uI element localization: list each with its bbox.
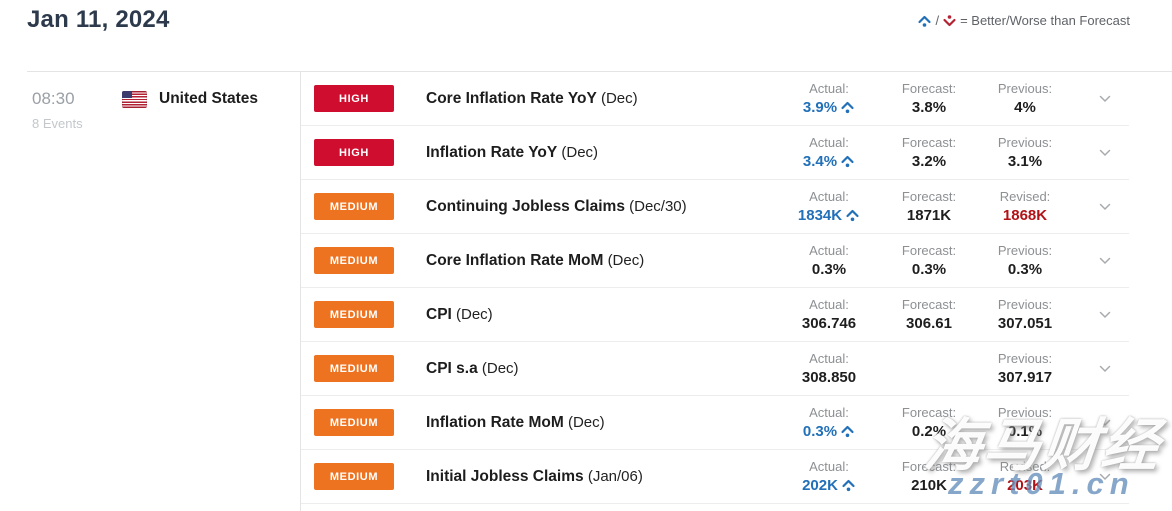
event-period: (Dec) [481,359,519,377]
event-row[interactable]: HIGH Core Inflation Rate YoY (Dec) Actua… [301,72,1129,126]
importance-badge: HIGH [314,139,394,166]
event-name[interactable]: CPI s.a (Dec) [426,360,783,378]
time-block: 08:30 8 Events [32,89,122,131]
importance-badge: MEDIUM [314,301,394,328]
importance-badge: MEDIUM [314,355,394,382]
actual-cell: Actual: 306.746 [801,297,857,332]
legend: / = Better/Worse than Forecast [917,13,1130,28]
event-name[interactable]: Core Inflation Rate YoY (Dec) [426,90,783,108]
event-title: Continuing Jobless Claims [426,197,625,215]
event-title: Inflation Rate YoY [426,143,558,161]
event-period: (Dec) [600,89,638,107]
actual-cell: Actual: 0.3% [783,405,875,440]
event-period: (Dec) [456,305,493,323]
event-period: (Dec) [607,251,645,269]
events-count: 8 Events [32,116,83,131]
chevron-down-icon[interactable] [1099,203,1111,211]
event-rows: HIGH Core Inflation Rate YoY (Dec) Actua… [301,72,1129,511]
forecast-cell [883,367,975,370]
importance-badge: MEDIUM [314,409,394,436]
chevron-down-icon[interactable] [1099,149,1111,157]
actual-cell: Actual: 308.850 [801,351,857,386]
previous-cell: Previous: 3.1% [997,135,1053,170]
better-than-forecast-icon [841,425,854,438]
event-name[interactable]: Inflation Rate MoM (Dec) [426,414,783,432]
forecast-cell: Forecast: 1871K [901,189,957,224]
event-name[interactable]: Initial Jobless Claims (Jan/06) [426,468,783,486]
event-title: CPI s.a [426,359,478,377]
actual-cell: Actual: 0.3% [809,243,849,278]
event-title: Core Inflation Rate YoY [426,89,597,107]
better-than-forecast-icon [846,209,859,222]
event-period: (Dec/30) [629,197,687,215]
forecast-cell: Forecast: 210K [901,459,957,494]
importance-badge: MEDIUM [314,193,394,220]
event-name[interactable]: Core Inflation Rate MoM (Dec) [426,252,783,270]
forecast-cell: Forecast: 306.61 [901,297,957,332]
previous-cell: Revised: 1868K [999,189,1051,224]
economic-calendar: 08:30 8 Events United States HIGH Core I… [27,71,1172,511]
previous-cell: Previous: 307.917 [997,351,1053,386]
event-row[interactable]: MEDIUM Continuing Jobless Claims (Dec/30… [301,180,1129,234]
event-name[interactable]: Inflation Rate YoY (Dec) [426,144,783,162]
event-time: 08:30 [32,89,75,108]
actual-cell: Actual: 3.4% [783,135,875,170]
legend-separator: / [935,13,940,28]
actual-cell: Actual: 3.9% [783,81,875,116]
page-title: Jan 11, 2024 [27,6,170,33]
previous-cell: Previous: 307.051 [997,297,1053,332]
chevron-down-icon[interactable] [1099,419,1111,427]
better-than-forecast-icon [841,101,854,114]
importance-badge: HIGH [314,85,394,112]
better-than-forecast-icon [918,15,932,27]
forecast-cell: Forecast: 3.8% [901,81,957,116]
legend-text: = Better/Worse than Forecast [960,13,1130,28]
importance-badge: MEDIUM [314,463,394,490]
previous-cell: Previous: 4% [997,81,1053,116]
forecast-cell: Forecast: 3.2% [901,135,957,170]
group-header: 08:30 8 Events United States [27,72,301,511]
event-name[interactable]: CPI (Dec) [426,306,783,324]
event-row[interactable]: MEDIUM Inflation Rate MoM (Dec) Actual: … [301,396,1129,450]
chevron-down-icon[interactable] [1099,257,1111,265]
event-period: (Dec) [567,413,605,431]
previous-cell: Previous: 0.3% [997,243,1053,278]
importance-badge: MEDIUM [314,247,394,274]
event-period: (Jan/06) [587,467,643,485]
event-period: (Dec) [561,143,599,161]
better-than-forecast-icon [842,479,855,492]
forecast-cell: Forecast: 0.2% [901,405,957,440]
country-name: United States [159,90,259,107]
worse-than-forecast-icon [943,14,956,26]
event-row[interactable]: MEDIUM CPI (Dec) Actual: 306.746 Forecas… [301,288,1129,342]
event-title: Inflation Rate MoM [426,413,564,431]
chevron-down-icon[interactable] [1099,311,1111,319]
previous-cell: Previous: 0.1% [997,405,1053,440]
event-name[interactable]: Continuing Jobless Claims (Dec/30) [426,198,783,216]
chevron-down-icon[interactable] [1099,365,1111,373]
event-title: Initial Jobless Claims [426,467,584,485]
better-than-forecast-icon [841,155,854,168]
previous-cell: Revised: 203K [999,459,1051,494]
event-row[interactable]: MEDIUM CPI s.a (Dec) Actual: 308.850 [301,342,1129,396]
forecast-cell: Forecast: 0.3% [901,243,957,278]
country[interactable]: United States [122,90,258,108]
event-row[interactable]: HIGH Inflation Rate YoY (Dec) Actual: 3.… [301,126,1129,180]
actual-cell: Actual: 202K [783,459,875,494]
us-flag-icon [122,90,147,108]
chevron-down-icon[interactable] [1099,95,1111,103]
event-row[interactable]: MEDIUM Initial Jobless Claims (Jan/06) A… [301,450,1129,504]
event-title: CPI [426,305,452,323]
event-row[interactable]: MEDIUM Core Inflation Rate MoM (Dec) Act… [301,234,1129,288]
chevron-down-icon[interactable] [1099,473,1111,481]
event-title: Core Inflation Rate MoM [426,251,604,269]
actual-cell: Actual: 1834K [783,189,875,224]
